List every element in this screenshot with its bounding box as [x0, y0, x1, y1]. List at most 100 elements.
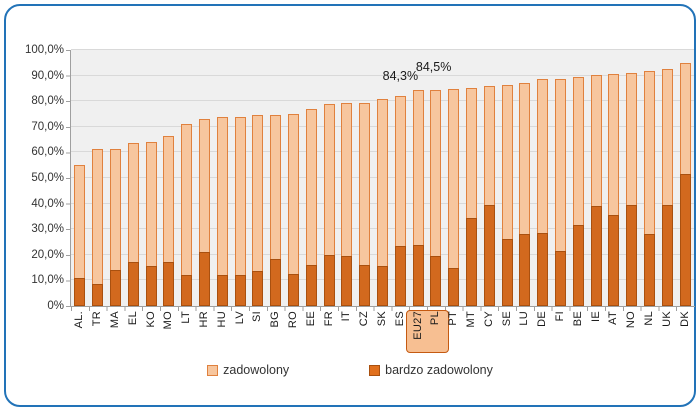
very-satisfied-segment [270, 258, 282, 306]
satisfied-segment [234, 116, 246, 277]
satisfied-segment [590, 74, 602, 208]
satisfied-segment [305, 108, 317, 267]
x-axis-label-EE: EE [304, 311, 317, 327]
x-axis-label-EU27: EU27 [411, 311, 424, 340]
very-satisfied-swatch-icon [369, 364, 381, 376]
very-satisfied-segment [74, 277, 86, 306]
very-satisfied-segment [305, 265, 317, 306]
satisfied-segment [394, 96, 406, 247]
satisfied-segment [501, 84, 513, 241]
bar-EU27 [412, 50, 424, 306]
bar-AL [74, 50, 86, 306]
x-axis-label-SK: SK [375, 311, 388, 327]
x-axis-label-NO: NO [625, 311, 638, 329]
very-satisfied-segment [519, 234, 531, 306]
y-axis-label: 100,0% [24, 44, 64, 56]
x-axis-label-UK: UK [660, 311, 673, 327]
very-satisfied-segment [430, 256, 442, 306]
very-satisfied-segment [466, 217, 477, 306]
x-axis-label-LT: LT [180, 311, 193, 324]
bar-NO [626, 50, 638, 306]
bar-LU [519, 50, 531, 306]
bar-FR [323, 50, 335, 306]
x-axis-label-PL: PL [429, 311, 442, 326]
eu27-pl-highlight-box [406, 310, 449, 353]
bar-BG [270, 50, 282, 306]
satisfied-segment [679, 62, 691, 176]
satisfied-segment [145, 142, 157, 268]
y-axis-label: 50,0% [31, 172, 64, 184]
very-satisfied-segment [448, 267, 460, 306]
bar-SK [377, 50, 388, 306]
very-satisfied-segment [377, 266, 388, 306]
x-axis-label-KO: KO [144, 311, 157, 328]
bar-ES [394, 50, 406, 306]
y-axis-label: 90,0% [31, 69, 64, 82]
satisfied-segment [270, 115, 282, 260]
legend-label: bardzo zadowolony [385, 363, 493, 377]
very-satisfied-segment [252, 271, 264, 306]
x-axis-label-SE: SE [500, 311, 513, 327]
bar-CY [483, 50, 495, 306]
satisfied-segment [199, 119, 210, 254]
y-axis-label: 30,0% [31, 223, 64, 236]
x-axis-label-CY: CY [482, 311, 495, 327]
bar-CZ [359, 50, 371, 306]
bar-TR [92, 50, 104, 306]
legend-item-bardzo-zadowolony: bardzo zadowolony [369, 363, 493, 377]
y-axis-label: 70,0% [31, 120, 64, 133]
bar-DE [537, 50, 549, 306]
satisfied-segment [377, 98, 388, 268]
y-axis-label: 10,0% [31, 274, 64, 287]
satisfied-segment [412, 90, 424, 246]
x-axis-label-HU: HU [215, 311, 228, 328]
legend-label: zadowolony [223, 363, 290, 377]
satisfied-segment [252, 115, 264, 273]
x-axis-label-RO: RO [286, 311, 299, 329]
x-axis-label-SI: SI [251, 311, 264, 322]
y-axis-label: 60,0% [31, 146, 64, 159]
satisfied-segment [359, 102, 371, 267]
satisfied-segment [163, 135, 175, 264]
annotation-EU27: 84,3% [382, 69, 419, 83]
satisfied-segment [644, 70, 655, 236]
bar-HR [199, 50, 210, 306]
bar-HU [216, 50, 228, 306]
bar-UK [661, 50, 673, 306]
very-satisfied-segment [92, 284, 104, 306]
satisfied-segment [430, 89, 442, 258]
very-satisfied-segment [199, 252, 210, 306]
bar-AT [608, 50, 620, 306]
satisfied-segment [92, 148, 104, 286]
x-axis-label-DE: DE [536, 311, 549, 327]
very-satisfied-segment [555, 250, 566, 306]
satisfied-segment [110, 148, 121, 272]
x-axis-label-PT: PT [447, 311, 460, 326]
very-satisfied-segment [608, 215, 620, 306]
y-axis-label: 80,0% [31, 95, 64, 108]
y-axis-label: 20,0% [31, 248, 64, 261]
very-satisfied-segment [501, 239, 513, 306]
bar-SI [252, 50, 264, 306]
bar-BE [572, 50, 584, 306]
gridline-100 [71, 49, 694, 50]
bar-LV [234, 50, 246, 306]
bar-PT [448, 50, 460, 306]
very-satisfied-segment [234, 275, 246, 306]
bar-MA [110, 50, 121, 306]
very-satisfied-segment [626, 204, 638, 306]
very-satisfied-segment [412, 244, 424, 306]
x-axis-label-AT: AT [607, 311, 620, 325]
legend: zadowolony bardzo zadowolony [6, 363, 694, 377]
satisfied-segment [216, 116, 228, 277]
x-axis-label-LV: LV [233, 311, 246, 325]
x-axis-label-IE: IE [589, 311, 602, 322]
x-axis-label-NL: NL [642, 311, 655, 326]
x-axis-label-TR: TR [91, 311, 104, 327]
x-axis-label-MA: MA [108, 311, 121, 329]
bar-EE [305, 50, 317, 306]
x-axis-label-MO: MO [162, 311, 175, 330]
very-satisfied-segment [572, 225, 584, 306]
x-axis-label-CZ: CZ [358, 311, 371, 327]
